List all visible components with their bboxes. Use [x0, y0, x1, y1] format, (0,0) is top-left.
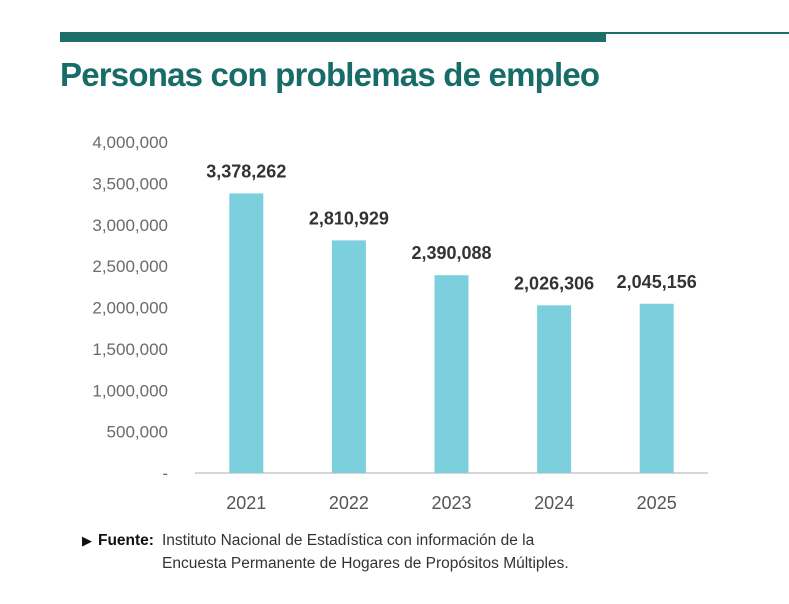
data-label: 2,026,306 — [514, 273, 594, 293]
data-label: 2,045,156 — [617, 272, 697, 292]
y-tick-label: 3,500,000 — [92, 174, 168, 193]
y-tick-label: 4,000,000 — [92, 133, 168, 152]
source-text-line-1: Instituto Nacional de Estadística con in… — [162, 532, 535, 549]
x-tick-label: 2025 — [637, 493, 677, 513]
y-tick-label: 2,500,000 — [92, 257, 168, 276]
data-label: 2,810,929 — [309, 208, 389, 228]
bar-2024 — [537, 305, 572, 473]
x-tick-label: 2022 — [329, 493, 369, 513]
bar-2023 — [434, 275, 469, 473]
y-tick-label: 2,000,000 — [92, 299, 168, 318]
bar-2025 — [639, 303, 674, 473]
data-label: 3,378,262 — [206, 161, 286, 181]
bar-2022 — [331, 240, 366, 473]
page-title: Personas con problemas de empleo — [60, 56, 600, 93]
data-label: 2,390,088 — [411, 243, 491, 263]
source-text-line-2: Encuesta Permanente de Hogares de Propós… — [162, 555, 569, 572]
x-tick-label: 2024 — [534, 493, 574, 513]
y-tick-label: 3,000,000 — [92, 216, 168, 235]
bar-2021 — [229, 193, 264, 473]
header-accent-bar — [60, 32, 606, 42]
y-tick-label: 1,000,000 — [92, 381, 168, 400]
x-tick-label: 2021 — [226, 493, 266, 513]
y-tick-label: 500,000 — [107, 423, 168, 442]
y-tick-label: - — [162, 464, 168, 483]
play-arrow-icon: ▶ — [82, 533, 92, 548]
header-accent-line — [606, 32, 789, 34]
y-tick-label: 1,500,000 — [92, 340, 168, 359]
source-label: Fuente: — [98, 532, 154, 549]
x-tick-label: 2023 — [431, 493, 471, 513]
